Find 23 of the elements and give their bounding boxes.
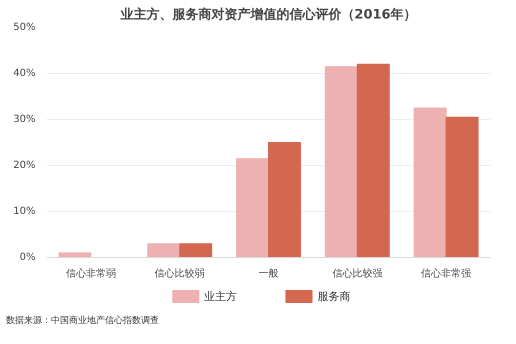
y-tick-label: 10% [13, 206, 36, 217]
bar [446, 116, 479, 258]
x-tick-label: 信心比较强 [332, 268, 382, 280]
x-tick-label: 信心比较弱 [154, 268, 205, 280]
x-tick-label: 一般 [258, 268, 278, 280]
legend-label: 服务商 [317, 290, 350, 303]
chart-title: 业主方、服务商对资产增值的信心评价（2016年） [119, 6, 417, 22]
bar [356, 64, 390, 258]
bar [236, 158, 269, 258]
bar [268, 142, 301, 258]
bar [324, 66, 358, 258]
x-tick-label: 信心非常弱 [66, 268, 116, 280]
y-tick-label: 0% [20, 252, 36, 263]
bar [179, 243, 212, 258]
y-tick-label: 20% [13, 160, 36, 171]
bar [414, 108, 447, 258]
source-note: 数据来源：中国商业地产信心指数调查 [6, 315, 159, 328]
y-tick-label: 40% [13, 68, 36, 79]
y-tick-label: 50% [13, 22, 36, 33]
legend-label: 业主方 [204, 290, 238, 303]
x-tick-label: 信心非常强 [421, 268, 472, 280]
y-tick-label: 30% [13, 114, 36, 125]
bar [147, 243, 180, 258]
